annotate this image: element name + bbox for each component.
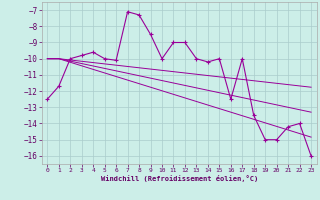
X-axis label: Windchill (Refroidissement éolien,°C): Windchill (Refroidissement éolien,°C) <box>100 175 258 182</box>
